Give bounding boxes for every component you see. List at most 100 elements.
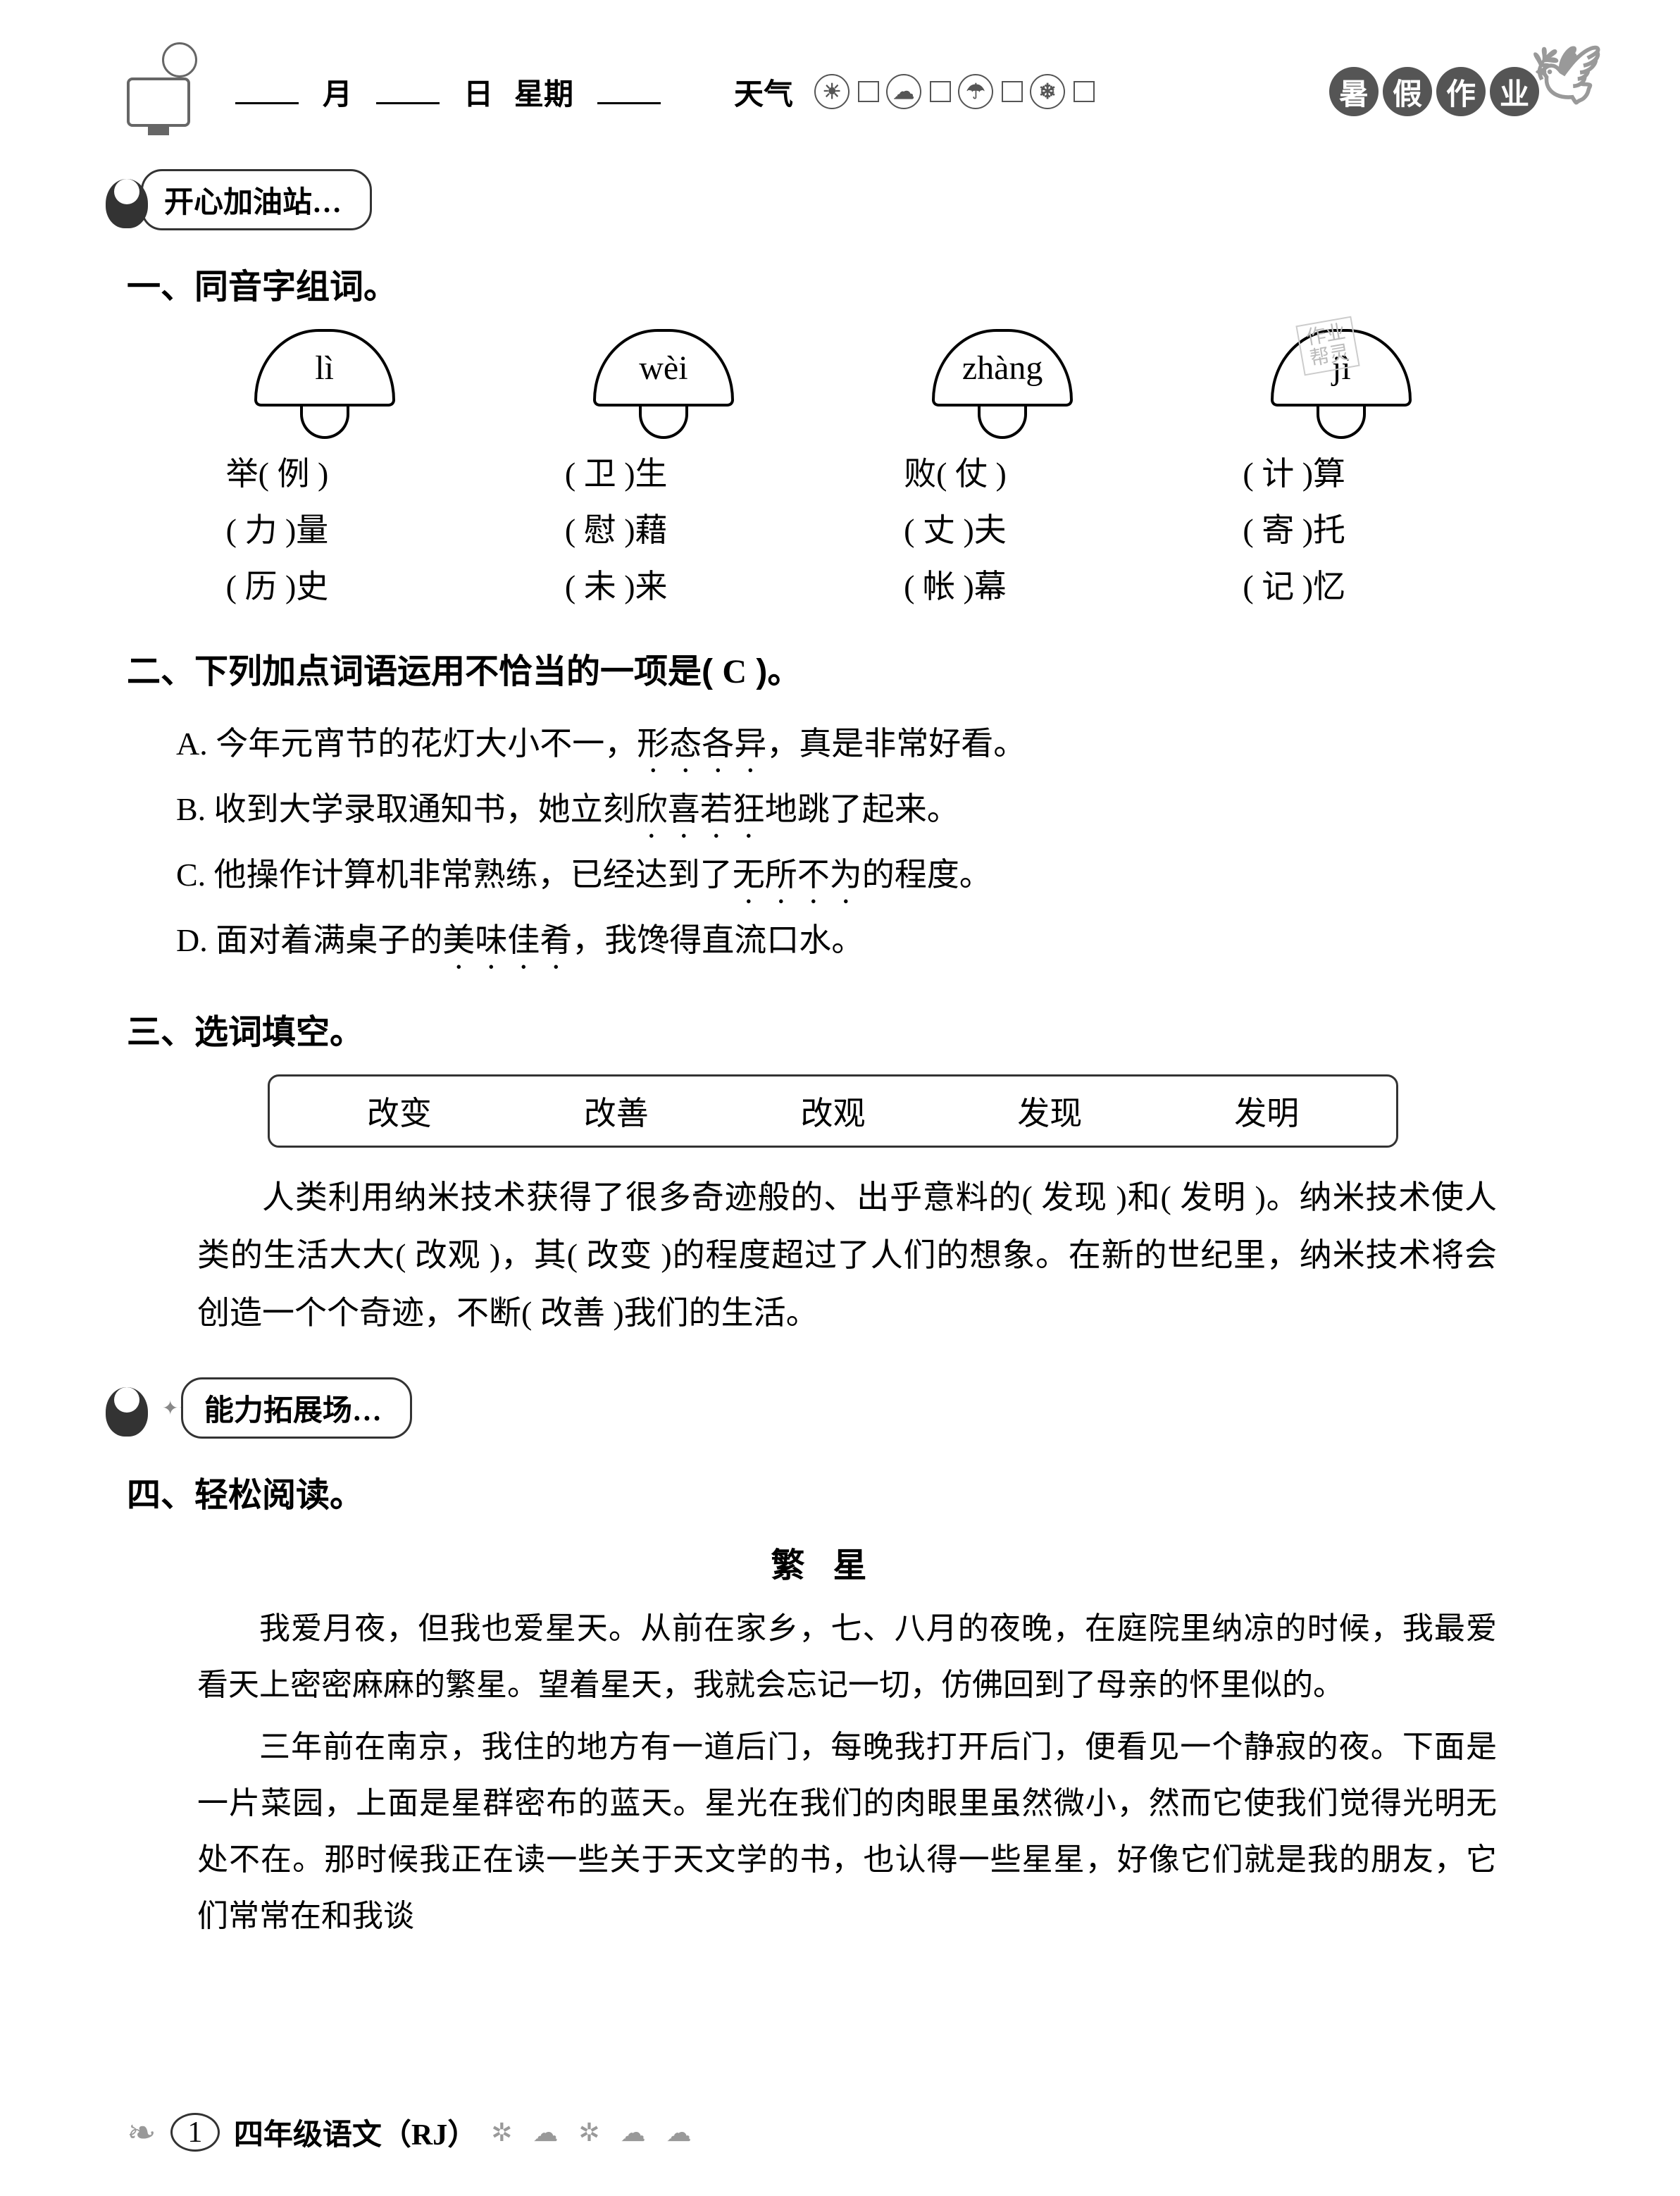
badge-char: 暑 [1329,67,1379,116]
day-blank[interactable] [376,79,440,104]
month-label: 月 [323,70,352,113]
bank-word: 发现 [1017,1088,1082,1134]
word-grid: 举( 例 ) ( 力 )量 ( 历 )史 ( 卫 )生 ( 慰 )藉 ( 未 )… [155,446,1511,615]
choice-text: A. 今年元宵节的花灯大小不一， [176,726,637,762]
mushroom: zhàng [932,329,1073,439]
day-label: 日 [463,70,493,113]
weather-label: 天气 [734,70,793,113]
bank-word: 改观 [800,1088,865,1134]
word-item: ( 丈 )夫 [904,502,1101,559]
word-col: 举( 例 ) ( 力 )量 ( 历 )史 [226,446,423,615]
q3-heading: 三、选词填空。 [127,1004,1539,1053]
bank-word: 改善 [584,1088,649,1134]
word-item: ( 记 )忆 [1243,559,1440,615]
choice-b: B. 收到大学录取通知书，她立刻欣喜若狂地跳了起来。 [176,779,1539,845]
passage-text: )，其( [480,1237,586,1273]
penguin-icon [99,1380,155,1437]
weather-checkbox[interactable] [1002,81,1023,102]
weekday-label: 星期 [514,70,573,113]
q2-heading-pre: 二、下列加点词语运用不恰当的一项是( [127,653,722,690]
choice-d: D. 面对着满桌子的美味佳肴，我馋得直流口水。 [176,910,1539,976]
word-item: 败( 仗 ) [904,446,1101,502]
fill-answer: 改善 [540,1295,605,1331]
month-blank[interactable] [235,79,299,104]
word-item: ( 计 )算 [1243,446,1440,502]
choice-text: ，我馋得直流口水。 [572,922,864,958]
passage-text: )和( [1107,1179,1180,1215]
choice-c: C. 他操作计算机非常熟练，已经达到了无所不为的程度。 [176,845,1539,910]
reading-para: 三年前在南京，我住的地方有一道后门，每晚我打开后门，便看见一个静寂的夜。下面是一… [197,1719,1497,1944]
title-badge: 暑 假 作 业 [1329,67,1539,116]
badge-char: 作 [1436,67,1486,116]
q2-choices: A. 今年元宵节的花灯大小不一，形态各异，真是非常好看。 B. 收到大学录取通知… [176,714,1539,976]
section-title: 能力拓展场… [181,1377,412,1439]
dotted-term: 无所不为 [733,857,862,893]
computer-cartoon-icon [127,56,211,127]
word-col: 败( 仗 ) ( 丈 )夫 ( 帐 )幕 [904,446,1101,615]
word-item: ( 力 )量 [226,502,423,559]
bird-icon: 🕊 [1531,42,1603,108]
section-badge-1: 开心加油站… [99,169,1539,230]
page-footer: ❧ 1 四年级语文（RJ） ✲ ☁ ✲ ☁ ☁ [127,2111,699,2154]
weather-checkbox[interactable] [858,81,879,102]
pinyin-label: wèi [593,329,734,407]
word-col: ( 卫 )生 ( 慰 )藉 ( 未 )来 [565,446,762,615]
badge-char: 假 [1383,67,1432,116]
choice-text: B. 收到大学录取通知书，她立刻 [176,791,635,827]
choice-text: D. 面对着满桌子的 [176,922,442,958]
cloud-decoration-icon: ✲ ☁ ✲ ☁ ☁ [491,2118,698,2147]
q1-heading: 一、同音字组词。 [127,259,1539,308]
q3-passage: 人类利用纳米技术获得了很多奇迹般的、出乎意料的( 发现 )和( 发明 )。纳米技… [197,1169,1497,1342]
weather-icons: ☀ ☁ ☂ ❄ [814,74,1095,109]
weather-checkbox[interactable] [1074,81,1095,102]
penguin-icon [99,172,155,228]
word-item: 举( 例 ) [226,446,423,502]
cloud-icon: ☁ [886,74,921,109]
weather-checkbox[interactable] [930,81,951,102]
weekday-blank[interactable] [597,79,661,104]
choice-text: 的程度。 [862,857,992,893]
dotted-term: 美味佳肴 [442,922,572,958]
reading-para: 我爱月夜，但我也爱星天。从前在家乡，七、八月的夜晚，在庭院里纳凉的时候，我最爱看… [197,1601,1497,1713]
bank-word: 发明 [1234,1088,1299,1134]
passage-text: 人类利用纳米技术获得了很多奇迹般的、出乎意料的( [262,1179,1041,1215]
choice-text: C. 他操作计算机非常熟练，已经达到了 [176,857,733,893]
header-bar: 月 日 星期 天气 ☀ ☁ ☂ ❄ 暑 假 作 业 🕊 [127,56,1539,127]
page-number: 1 [170,2113,220,2152]
word-item: ( 帐 )幕 [904,559,1101,615]
word-item: ( 卫 )生 [565,446,762,502]
fill-answer: 发现 [1041,1179,1107,1215]
pinyin-label: lì [254,329,395,407]
pinyin-label: zhàng [932,329,1073,407]
fill-answer: 改观 [415,1237,481,1273]
footer-subject: 四年级语文（RJ） [234,2111,477,2154]
word-item: ( 历 )史 [226,559,423,615]
word-bank: 改变 改善 改观 发现 发明 [268,1074,1398,1148]
leaf-icon: ❧ [127,2112,156,2153]
word-item: ( 未 )来 [565,559,762,615]
choice-a: A. 今年元宵节的花灯大小不一，形态各异，真是非常好看。 [176,714,1539,779]
reading-title: 繁星 [127,1537,1539,1587]
reading-body: 我爱月夜，但我也爱星天。从前在家乡，七、八月的夜晚，在庭院里纳凉的时候，我最爱看… [197,1601,1497,1944]
word-col: ( 计 )算 ( 寄 )托 ( 记 )忆 [1243,446,1440,615]
bank-word: 改变 [367,1088,432,1134]
choice-text: 地跳了起来。 [765,791,959,827]
sun-icon: ☀ [814,74,850,109]
dotted-term: 欣喜若狂 [635,791,765,827]
q2-heading: 二、下列加点词语运用不恰当的一项是( C )。 [127,643,1539,693]
section-badge-2: ✦✦ 能力拓展场… [99,1377,1539,1439]
rain-icon: ☂ [958,74,993,109]
mushroom: wèi [593,329,734,439]
fill-answer: 发明 [1180,1179,1246,1215]
choice-text: ，真是非常好看。 [766,726,1026,762]
q2-heading-post: )。 [747,653,801,690]
fill-answer: 改变 [586,1237,652,1273]
watermark-stamp: 作业 帮灵 [1295,316,1359,376]
q2-answer: C [722,653,747,690]
dotted-term: 形态各异 [637,726,766,762]
q4-heading: 四、轻松阅读。 [127,1467,1539,1516]
word-item: ( 慰 )藉 [565,502,762,559]
section-title: 开心加油站… [141,169,372,230]
passage-text: )我们的生活。 [605,1295,819,1331]
word-item: ( 寄 )托 [1243,502,1440,559]
